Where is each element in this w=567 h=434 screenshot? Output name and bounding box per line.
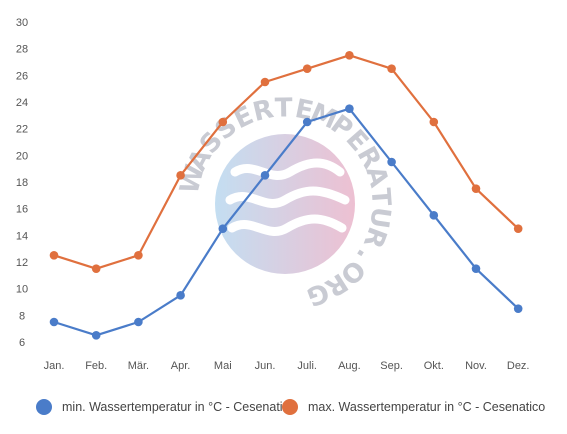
data-point-max [260,77,270,87]
data-point-min [471,264,481,273]
data-point-max [134,251,143,260]
y-tick-label: 10 [16,284,28,296]
y-tick-label: 20 [16,150,28,162]
y-tick-label: 24 [16,97,28,109]
data-point-min [429,211,439,220]
data-point-min [260,171,270,180]
x-tick-label: Aug. [338,360,361,372]
series-line-max [53,54,519,270]
data-point-max [302,64,312,73]
series-lines [53,54,519,337]
x-tick-label: Jun. [255,360,276,372]
x-axis-ticks: Jan. Feb. Mär. Apr. Mai Jun. Juli. Aug. Sep. Okt.… [44,360,530,372]
legend-marker [36,399,52,415]
legend: min. Wassertemperatur in °C - Cesenatico… [36,399,545,415]
y-tick-label: 28 [16,44,28,56]
series-points [49,51,523,340]
data-point-max [218,117,228,127]
data-point-max [91,264,101,273]
y-tick-label: 14 [16,230,28,242]
watermark-letter: U [363,205,396,230]
data-point-max [513,224,523,233]
legend-label: max. Wassertemperatur in °C - Cesenatico [308,400,545,414]
y-tick-label: 6 [19,337,25,349]
x-tick-label: Juli. [297,360,317,372]
watermark-letter: T [365,187,396,207]
y-tick-label: 22 [16,124,28,136]
watermark-letter: E [292,94,315,127]
x-tick-label: Jan. [44,360,65,372]
y-axis-ticks: 6 8 10 12 14 16 18 20 22 24 26 28 30 [16,17,28,349]
x-tick-label: Dez. [507,360,530,372]
data-point-min [176,291,185,300]
watermark-letter: T [275,93,293,123]
x-tick-label: Okt. [424,360,444,372]
x-tick-label: Mai [214,360,232,372]
data-point-min [134,317,143,327]
data-point-min [387,157,396,167]
data-point-max [49,251,59,260]
data-point-min [345,104,354,113]
data-point-max [471,184,481,193]
x-tick-label: Nov. [465,360,487,372]
y-tick-label: 26 [16,70,28,82]
y-tick-label: 18 [16,177,28,189]
y-tick-label: 30 [16,17,28,29]
data-point-max [345,51,354,60]
legend-label: min. Wassertemperatur in °C - Cesenatico [62,400,296,414]
series-line-min [53,107,519,337]
x-tick-label: Sep. [380,360,403,372]
legend-marker [282,399,298,415]
data-point-max [387,64,396,73]
data-point-min [49,317,59,327]
y-tick-label: 16 [16,204,28,216]
x-tick-label: Mär. [128,360,149,372]
data-point-min [513,304,523,313]
x-tick-label: Apr. [171,360,191,372]
y-tick-label: 8 [19,310,25,322]
y-tick-label: 12 [16,257,28,269]
data-point-min [91,331,101,340]
data-point-min [218,224,228,233]
x-tick-label: Feb. [85,360,107,372]
data-point-max [176,171,185,180]
data-point-min [302,117,312,127]
data-point-max [429,117,439,127]
